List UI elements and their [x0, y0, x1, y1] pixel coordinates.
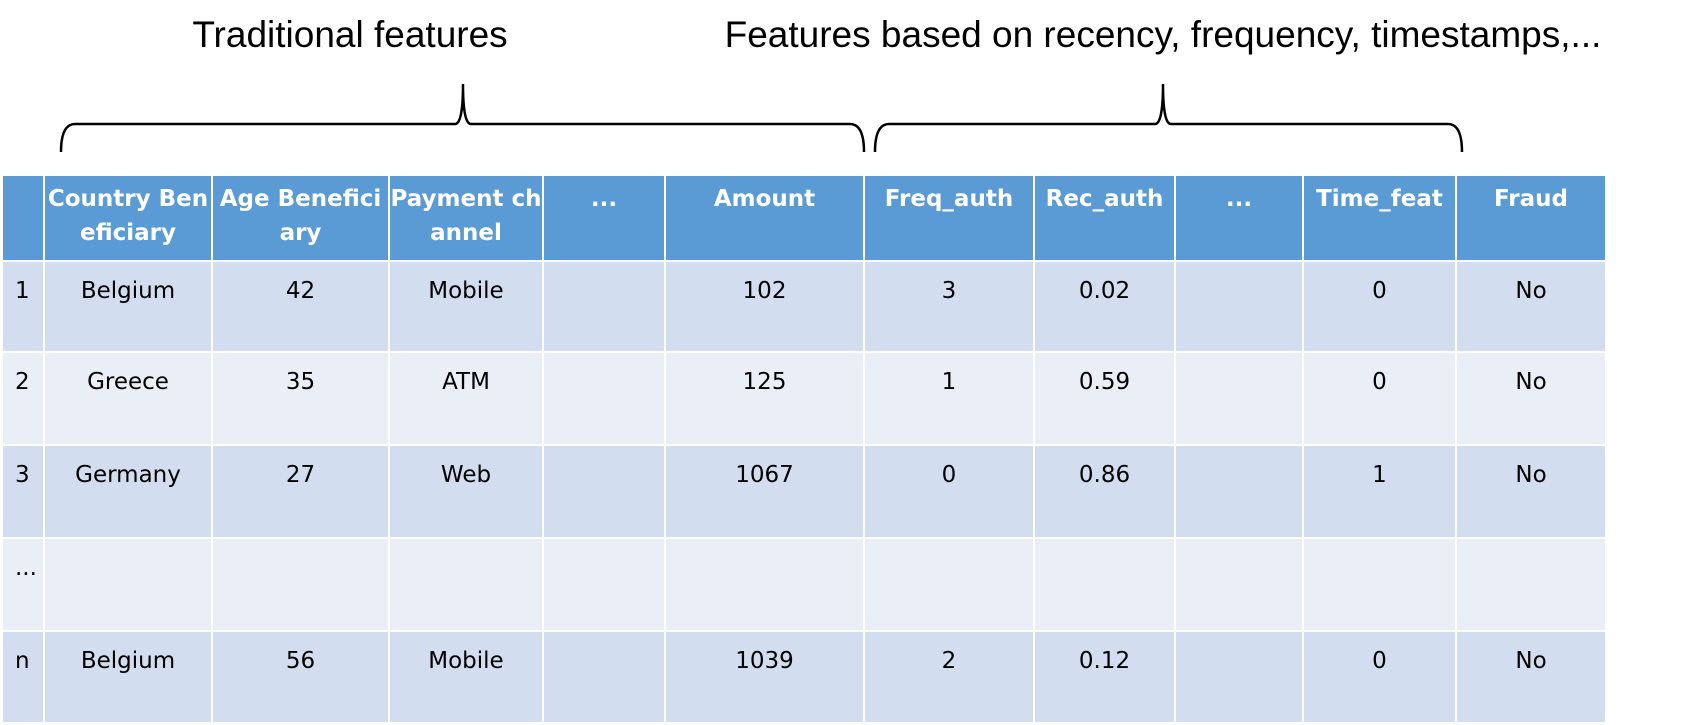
table-cell: [543, 631, 665, 723]
table-cell: 1067: [665, 445, 864, 538]
table-cell: [543, 261, 665, 352]
row-label: 2: [2, 352, 44, 445]
header-cell: ...: [543, 175, 665, 261]
table-cell: 3: [864, 261, 1034, 352]
left-title: Traditional features: [192, 14, 508, 55]
table-cell: Germany: [44, 445, 212, 538]
brace-left: [59, 83, 866, 153]
header-cell: Amount: [665, 175, 864, 261]
table-cell: Mobile: [389, 261, 543, 352]
header-cell: ...: [1175, 175, 1303, 261]
table-cell: 0: [1303, 352, 1456, 445]
table-cell: 0.59: [1034, 352, 1175, 445]
table-cell: 1: [864, 352, 1034, 445]
table-cell: 1: [1303, 445, 1456, 538]
table-cell: [665, 538, 864, 631]
header-cell: Country Beneficiary: [44, 175, 212, 261]
table-cell: [1175, 538, 1303, 631]
header-cell: Payment channel: [389, 175, 543, 261]
table-cell: No: [1456, 631, 1606, 723]
header-cell: Rec_auth: [1034, 175, 1175, 261]
table-cell: [1456, 538, 1606, 631]
table-cell: No: [1456, 261, 1606, 352]
table-cell: [1175, 261, 1303, 352]
row-label: ...: [2, 538, 44, 631]
table-cell: [543, 445, 665, 538]
table-cell: Web: [389, 445, 543, 538]
table-cell: 27: [212, 445, 389, 538]
table-cell: Belgium: [44, 631, 212, 723]
header-cell: Time_feat: [1303, 175, 1456, 261]
table-cell: [212, 538, 389, 631]
table-cell: 2: [864, 631, 1034, 723]
table-cell: No: [1456, 352, 1606, 445]
braces: [59, 83, 1464, 153]
table-cell: 0: [864, 445, 1034, 538]
table-cell: [864, 538, 1034, 631]
table-cell: 125: [665, 352, 864, 445]
header-cell: Fraud: [1456, 175, 1606, 261]
table-cell: [543, 538, 665, 631]
row-label: n: [2, 631, 44, 723]
table-cell: [1034, 538, 1175, 631]
row-label: 1: [2, 261, 44, 352]
table-cell: 35: [212, 352, 389, 445]
header-cell: [2, 175, 44, 261]
table-cell: Belgium: [44, 261, 212, 352]
table-cell: 0.12: [1034, 631, 1175, 723]
table-cell: Mobile: [389, 631, 543, 723]
table-cell: [389, 538, 543, 631]
table-cell: 56: [212, 631, 389, 723]
table-cell: ATM: [389, 352, 543, 445]
table-cell: 0: [1303, 261, 1456, 352]
header-cell: Age Beneficiary: [212, 175, 389, 261]
row-label: 3: [2, 445, 44, 538]
table-cell: 1039: [665, 631, 864, 723]
table-cell: 0: [1303, 631, 1456, 723]
table-cell: [44, 538, 212, 631]
table-cell: [1175, 445, 1303, 538]
table-cell: 0.86: [1034, 445, 1175, 538]
right-title: Features based on recency, frequency, ti…: [724, 14, 1602, 55]
table-cell: 0.02: [1034, 261, 1175, 352]
table-cell: [543, 352, 665, 445]
table-cell: [1175, 631, 1303, 723]
table-cell: Greece: [44, 352, 212, 445]
table-cell: 42: [212, 261, 389, 352]
table-cell: [1175, 352, 1303, 445]
table-cell: 102: [665, 261, 864, 352]
table-cell: [1303, 538, 1456, 631]
header-cell: Freq_auth: [864, 175, 1034, 261]
table-cell: No: [1456, 445, 1606, 538]
brace-right: [873, 83, 1464, 153]
